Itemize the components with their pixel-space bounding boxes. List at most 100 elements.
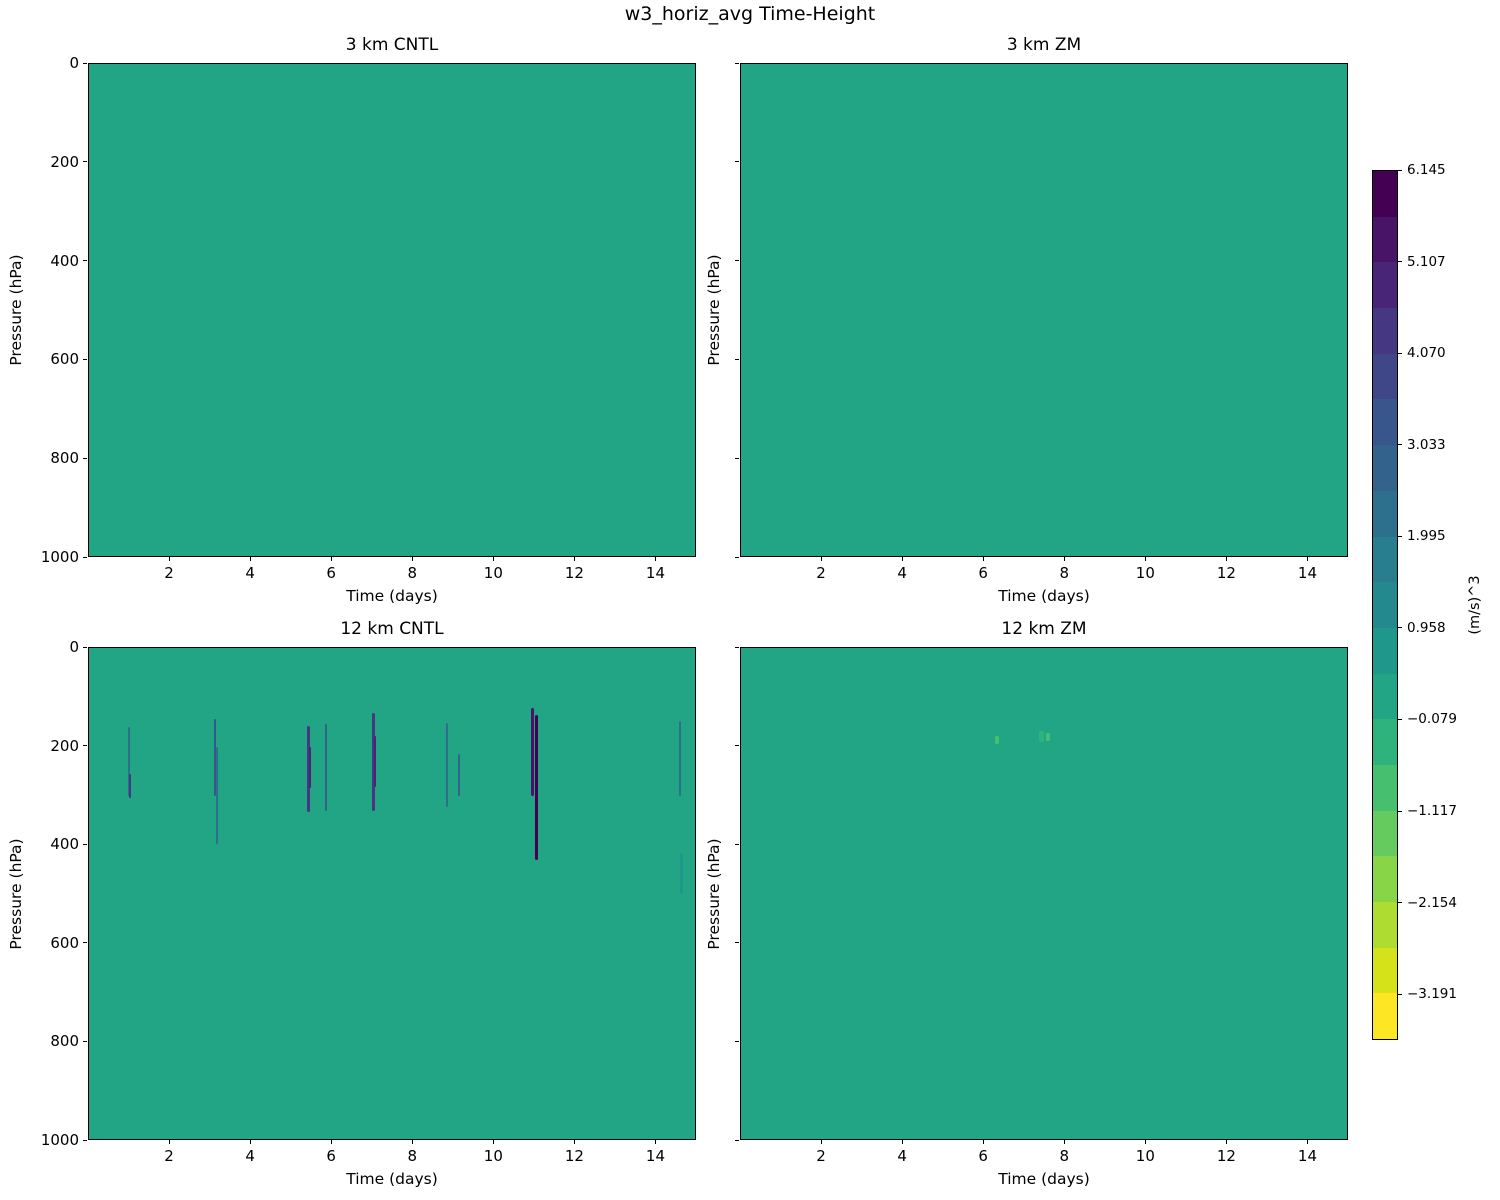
x-tick-mark [982, 557, 984, 561]
heatmap-plot-area [88, 647, 696, 1140]
y-tick-label: 200 [50, 152, 79, 171]
x-tick-label: 6 [326, 1147, 336, 1165]
x-tick-label: 2 [164, 564, 174, 582]
x-tick-mark [1225, 1140, 1227, 1144]
subplot-title: 12 km ZM [1001, 619, 1087, 639]
x-tick-mark [411, 557, 413, 561]
x-tick-mark [901, 1140, 903, 1144]
anomaly-streak [531, 708, 535, 796]
colorbar-tick-label: 1.995 [1407, 528, 1446, 545]
x-tick-mark [1306, 1140, 1308, 1144]
y-tick-mark [83, 942, 87, 944]
y-axis-label: Pressure (hPa) [705, 254, 723, 366]
y-tick-label: 800 [50, 1032, 79, 1051]
x-tick-mark [1144, 1140, 1146, 1144]
x-tick-mark [820, 1140, 822, 1144]
colorbar-band [1373, 856, 1397, 902]
x-tick-label: 4 [897, 564, 907, 582]
y-axis-label: Pressure (hPa) [7, 837, 25, 950]
colorbar-tick-label: −1.117 [1407, 803, 1457, 820]
anomaly-streak [445, 722, 448, 807]
x-tick-mark [573, 1140, 575, 1144]
y-tick-mark [735, 161, 739, 163]
anomaly-streak [127, 726, 130, 796]
colorbar-tick-mark [1398, 169, 1402, 171]
x-tick-label: 12 [564, 564, 584, 582]
x-axis-label: Time (days) [998, 1170, 1090, 1188]
anomaly-streak [307, 725, 311, 812]
y-tick-mark [735, 1040, 739, 1042]
y-tick-label: 0 [69, 54, 79, 72]
x-tick-mark [982, 1140, 984, 1144]
anomaly-streak [995, 735, 1000, 745]
y-axis-label: Pressure (hPa) [705, 837, 723, 950]
y-tick-mark [83, 161, 87, 163]
x-tick-label: 10 [483, 564, 503, 582]
anomaly-streak [680, 852, 684, 895]
colorbar-band [1373, 536, 1397, 583]
x-tick-mark [1306, 557, 1308, 561]
y-tick-mark [735, 556, 739, 558]
colorbar-ticks: 6.145 5.107 4.070 3.033 1.995 0.958 −0.079 −1.1… [1372, 162, 1457, 1040]
subplot-title: 3 km CNTL [345, 35, 439, 55]
x-tick-mark [168, 557, 170, 561]
y-tick-mark [83, 1040, 87, 1042]
anomaly-streak [325, 724, 328, 811]
anomaly-streak [373, 735, 376, 788]
anomaly-streak [678, 720, 681, 796]
colorbar-band [1373, 171, 1397, 217]
colorbar-tick-label: 3.033 [1407, 436, 1446, 453]
subplot-title: 12 km CNTL [340, 619, 444, 639]
x-tick-mark [330, 1140, 332, 1144]
y-tick-label: 1000 [40, 548, 79, 566]
subplot-3km-cntl: 3 km CNTL Pressure (hPa) 2 4 6 8 10 12 14 0 200 4… [7, 35, 696, 605]
y-tick-mark [83, 843, 87, 845]
colorbar-band [1373, 947, 1397, 994]
colorbar-band [1373, 627, 1397, 674]
x-tick-label: 14 [645, 564, 665, 582]
x-tick-mark [330, 557, 332, 561]
x-tick-label: 2 [816, 1147, 826, 1165]
colorbar-band [1373, 902, 1397, 948]
x-tick-mark [1063, 1140, 1065, 1144]
anomaly-streak [1039, 730, 1045, 742]
subplot-12km-zm: 12 km ZM Pressure (hPa) 2 4 6 8 10 12 14 Time … [705, 619, 1348, 1188]
y-tick-label: 400 [50, 835, 79, 854]
colorbar: 6.145 5.107 4.070 3.033 1.995 0.958 −0.079 −1.1… [1372, 162, 1483, 1040]
y-tick-mark [735, 457, 739, 459]
colorbar-tick-label: 4.070 [1407, 345, 1446, 362]
x-tick-label: 14 [1297, 1147, 1317, 1165]
colorbar-band [1373, 764, 1397, 811]
x-tick-label: 12 [564, 1147, 584, 1165]
y-tick-mark [83, 1139, 87, 1141]
colorbar-band [1373, 673, 1397, 720]
y-axis-label: Pressure (hPa) [7, 254, 25, 366]
anomaly-streak [129, 773, 132, 799]
x-tick-label: 10 [1135, 1147, 1155, 1165]
y-tick-mark [735, 745, 739, 747]
colorbar-tick-label: −2.154 [1407, 894, 1457, 911]
x-tick-label: 8 [407, 1147, 418, 1165]
y-tick-mark [735, 843, 739, 845]
y-tick-mark [83, 457, 87, 459]
colorbar-band [1373, 216, 1397, 263]
colorbar-tick-label: 6.145 [1407, 162, 1446, 178]
colorbar-band [1373, 719, 1397, 765]
subplot-title: 3 km ZM [1006, 35, 1082, 55]
colorbar-band [1373, 353, 1397, 400]
x-tick-mark [411, 1140, 413, 1144]
colorbar-tick-mark [1398, 261, 1402, 263]
colorbar-tick-mark [1398, 627, 1402, 629]
x-tick-label: 8 [1059, 1147, 1070, 1165]
colorbar-band [1373, 993, 1397, 1040]
y-tick-label: 200 [50, 736, 79, 755]
colorbar-band [1373, 810, 1397, 857]
colorbar-tick-mark [1398, 902, 1402, 904]
x-tick-mark [249, 1140, 251, 1144]
anomaly-streak [309, 746, 312, 789]
x-tick-label: 14 [1297, 564, 1317, 582]
y-tick-mark [83, 556, 87, 558]
y-tick-mark [83, 646, 87, 648]
anomaly-streak [457, 753, 460, 796]
x-tick-mark [168, 1140, 170, 1144]
